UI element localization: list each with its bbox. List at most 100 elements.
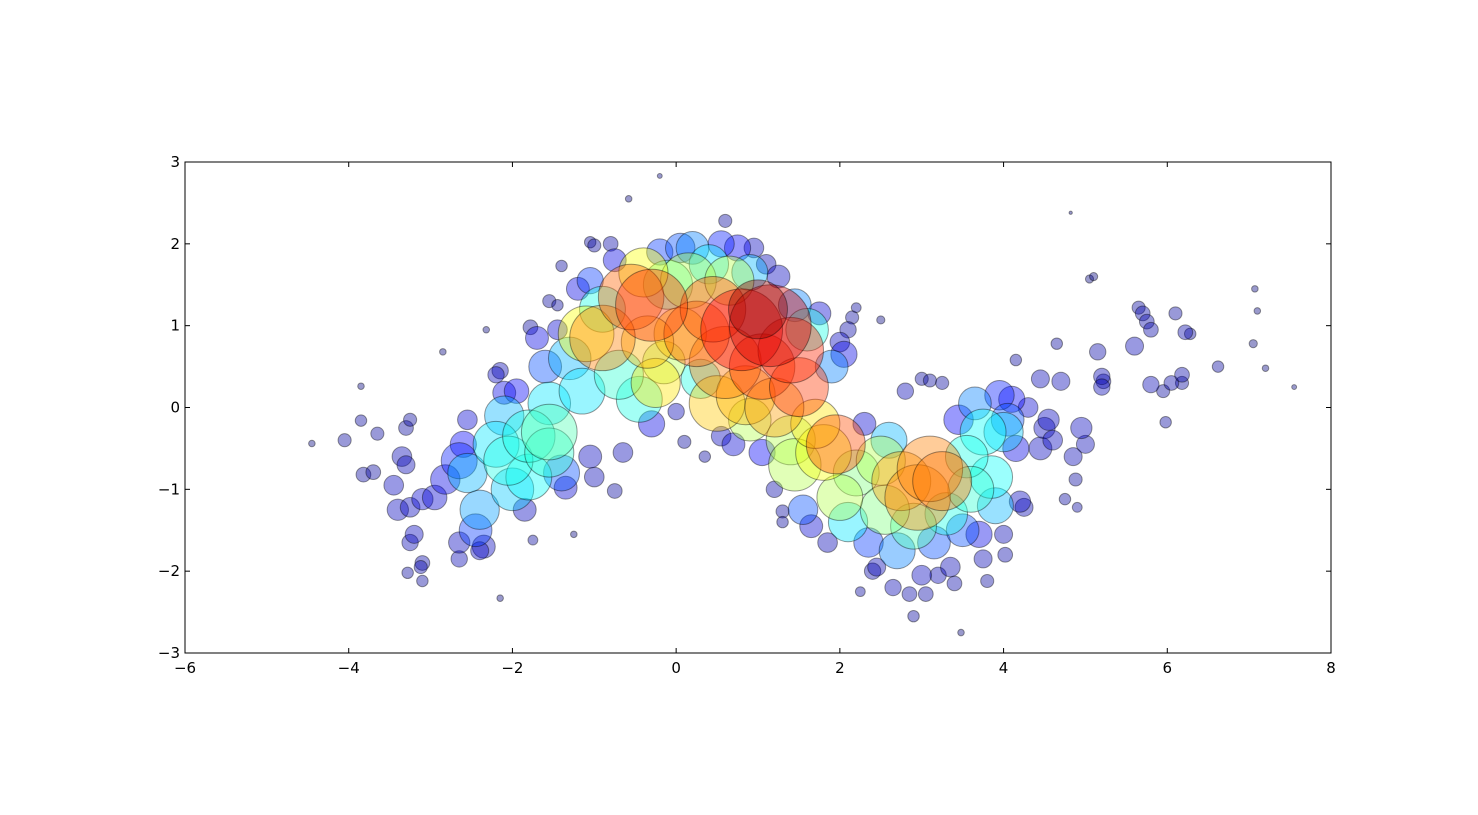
y-tick-label: 2 <box>170 235 180 253</box>
scatter-point <box>624 195 633 203</box>
scatter-point <box>1084 274 1095 284</box>
scatter-point <box>1138 313 1155 330</box>
scatter-point <box>997 546 1014 563</box>
scatter-point <box>391 446 413 467</box>
scatter-point <box>787 494 819 526</box>
scatter-point <box>1125 336 1145 356</box>
scatter-point <box>785 307 829 352</box>
scatter-point <box>1134 305 1151 322</box>
scatter-point <box>656 172 663 179</box>
scatter-point <box>830 340 858 368</box>
scatter-point <box>1037 408 1060 431</box>
scatter-point <box>547 319 568 341</box>
scatter-point <box>602 235 619 252</box>
scatter-point <box>973 549 993 569</box>
scatter-point <box>917 586 934 602</box>
scatter-point <box>503 378 530 404</box>
scatter-point <box>637 410 666 438</box>
scatter-point <box>944 434 989 479</box>
scatter-point <box>1177 324 1194 341</box>
scatter-point <box>602 248 627 273</box>
scatter-point <box>878 532 916 570</box>
scatter-point <box>1051 371 1071 391</box>
scatter-point <box>551 298 564 312</box>
scatter-point <box>1143 321 1159 338</box>
scatter-point <box>484 395 525 436</box>
scatter-point <box>505 453 553 501</box>
scatter-point <box>492 380 517 405</box>
scatter-point <box>642 259 694 310</box>
scatter-point <box>998 385 1026 413</box>
scatter-point <box>929 566 947 584</box>
scatter-point <box>555 259 568 273</box>
scatter-point <box>1174 375 1190 390</box>
scatter-point <box>677 434 692 449</box>
scatter-point <box>520 403 578 461</box>
scatter-point <box>1248 339 1258 349</box>
scatter-point <box>1261 364 1270 372</box>
y-tick-label: −1 <box>158 480 180 498</box>
scatter-point <box>943 404 974 436</box>
scatter-point <box>1095 373 1112 390</box>
scatter-point <box>1028 436 1053 461</box>
scatter-point <box>748 438 776 467</box>
scatter-point <box>527 381 572 426</box>
scatter-point <box>870 421 908 459</box>
scatter-point <box>805 414 866 475</box>
scatter-point <box>547 336 592 381</box>
scatter-point <box>775 504 790 519</box>
scatter-point <box>984 379 1015 411</box>
scatter-point <box>728 284 812 368</box>
scatter-point <box>976 487 1014 525</box>
scatter-point <box>660 252 717 309</box>
scatter-point <box>945 513 980 548</box>
scatter-point <box>852 411 877 436</box>
scatter-point <box>618 247 669 298</box>
scatter-point <box>884 464 951 531</box>
scatter-point <box>528 349 563 384</box>
scatter-point <box>814 349 849 384</box>
scatter-point <box>411 488 434 511</box>
scatter-point <box>983 411 1024 453</box>
scatter-point <box>583 235 597 249</box>
scatter-point <box>766 264 791 289</box>
scatter-point <box>543 454 581 492</box>
scatter-point <box>491 361 509 380</box>
scatter-point <box>496 594 504 602</box>
scatter-point <box>876 315 886 325</box>
scatter-point <box>615 375 663 423</box>
scatter-point <box>884 578 902 597</box>
scatter-point <box>1008 490 1032 513</box>
scatter-point <box>1093 367 1111 386</box>
scatter-point <box>845 310 860 325</box>
scatter-point <box>399 497 421 518</box>
scatter-point <box>1251 285 1259 293</box>
scatter-point <box>1183 327 1197 341</box>
scatter-point <box>527 534 539 546</box>
scatter-point <box>414 555 431 571</box>
scatter-point <box>1089 343 1107 361</box>
scatter-point <box>1033 416 1056 440</box>
scatter-point <box>665 232 696 264</box>
scatter-point <box>663 300 730 368</box>
scatter-point <box>490 467 535 512</box>
scatter-point <box>980 573 995 589</box>
scatter-point <box>450 550 468 568</box>
scatter-point <box>935 375 950 390</box>
scatter-point <box>421 484 448 511</box>
scatter-point <box>483 435 534 486</box>
scatter-point <box>1211 360 1225 373</box>
scatter-point <box>718 213 733 228</box>
scatter-point <box>570 530 578 539</box>
scatter-point <box>728 333 796 400</box>
scatter-point <box>829 331 851 353</box>
scatter-point <box>765 480 784 499</box>
scatter-point <box>1142 375 1160 394</box>
scatter-point <box>839 321 857 339</box>
x-tick-label: −2 <box>501 659 523 677</box>
scatter-point <box>675 231 710 265</box>
scatter-point <box>449 430 477 458</box>
scatter-point <box>959 408 1007 456</box>
scatter-point <box>370 426 385 441</box>
scatter-point <box>583 466 605 488</box>
